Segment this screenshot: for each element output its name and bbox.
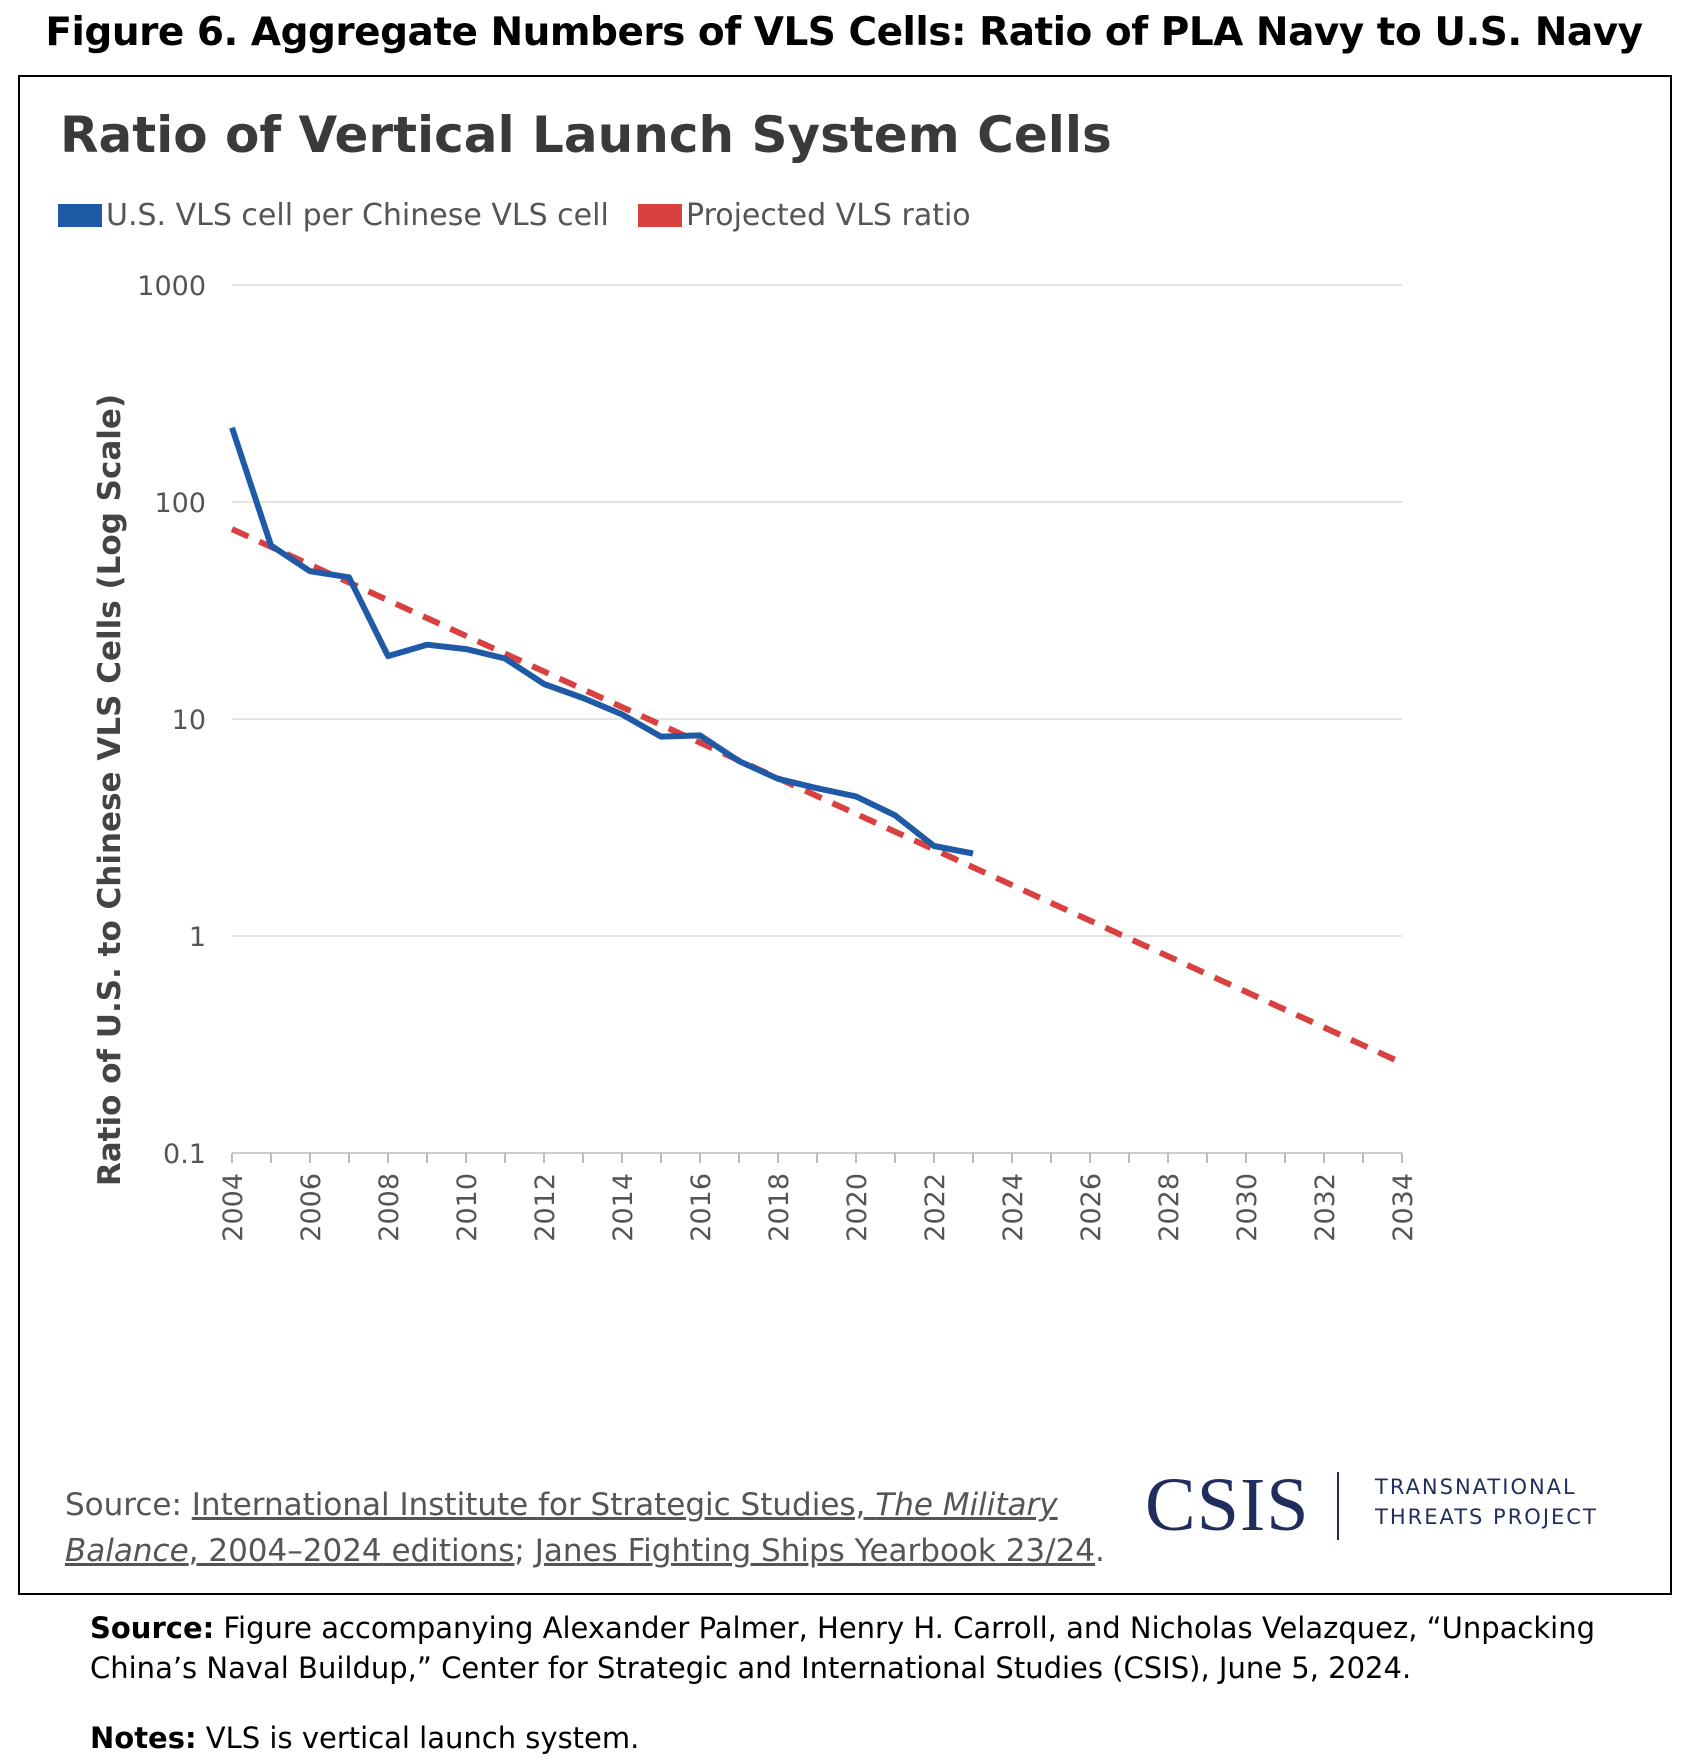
x-tick-label: 2008 [374,1173,405,1242]
footer-source: Source: Figure accompanying Alexander Pa… [90,1611,1596,1685]
figure-title: Figure 6. Aggregate Numbers of VLS Cells… [45,10,1643,55]
x-tick-label: 2014 [608,1173,639,1242]
source-link-balance[interactable]: Balance, 2004–2024 editions [65,1533,515,1569]
series-line-projected [230,526,1404,1066]
legend-label-actual: U.S. VLS cell per Chinese VLS cell [106,198,609,233]
y-tick-label: 0.1 [163,1139,206,1170]
csis-wordmark: CSIS [1145,1463,1310,1547]
x-tick-label: 2020 [842,1173,873,1242]
logo-divider [1337,1472,1339,1540]
grid-layer [231,284,1403,1163]
legend-swatch-actual [58,204,102,227]
x-tick-label: 2004 [218,1173,249,1242]
x-tick-label: 2018 [764,1173,795,1242]
series-layer [229,426,1404,1066]
chart-source: Source: International Institute for Stra… [65,1487,1105,1569]
x-tick-label: 2030 [1232,1173,1263,1242]
chart-svg: Ratio of Vertical Launch System Cells U.… [58,106,1419,1242]
y-tick-label: 10 [172,705,206,736]
chart-frame: Ratio of Vertical Launch System Cells U.… [18,75,1672,1595]
x-tick-label: 2028 [1154,1173,1185,1242]
footer-notes: Notes: VLS is vertical launch system. [90,1721,640,1755]
x-tick-label: 2016 [686,1173,717,1242]
chart-title: Ratio of Vertical Launch System Cells [60,106,1112,164]
logo-subtitle: TRANSNATIONAL THREATS PROJECT [1375,1475,1598,1529]
y-axis-label: Ratio of U.S. to Chinese VLS Cells (Log … [92,394,128,1186]
legend-label-projected: Projected VLS ratio [686,198,971,233]
x-tick-label: 2010 [452,1173,483,1242]
x-tick-label: 2034 [1388,1173,1419,1242]
x-tick-label: 2006 [296,1173,327,1242]
x-tick-label: 2022 [920,1173,951,1242]
source-link-iiss[interactable]: International Institute for Strategic St… [191,1487,1058,1523]
x-tick-labels: 2004 2006 2008 2010 2012 2014 2016 2018 2020 2022… [218,1173,1419,1242]
csis-logo: CSIS TRANSNATIONAL THREATS PROJECT [1145,1462,1625,1562]
chart-source-label: Source: [65,1487,182,1523]
x-tick-label: 2032 [1310,1173,1341,1242]
legend-swatch-projected [638,204,682,227]
y-tick-labels: 0.1 1 10 100 1000 [137,271,206,1170]
series-line-actual [229,426,974,857]
source-link-janes[interactable]: Janes Fighting Ships Yearbook 23/24 [534,1533,1096,1569]
y-tick-label: 1000 [137,271,206,302]
x-tick-label: 2024 [998,1173,1029,1242]
y-tick-label: 100 [154,488,206,519]
x-tick-label: 2012 [530,1173,561,1242]
y-tick-label: 1 [189,922,206,953]
x-tick-label: 2026 [1076,1173,1107,1242]
